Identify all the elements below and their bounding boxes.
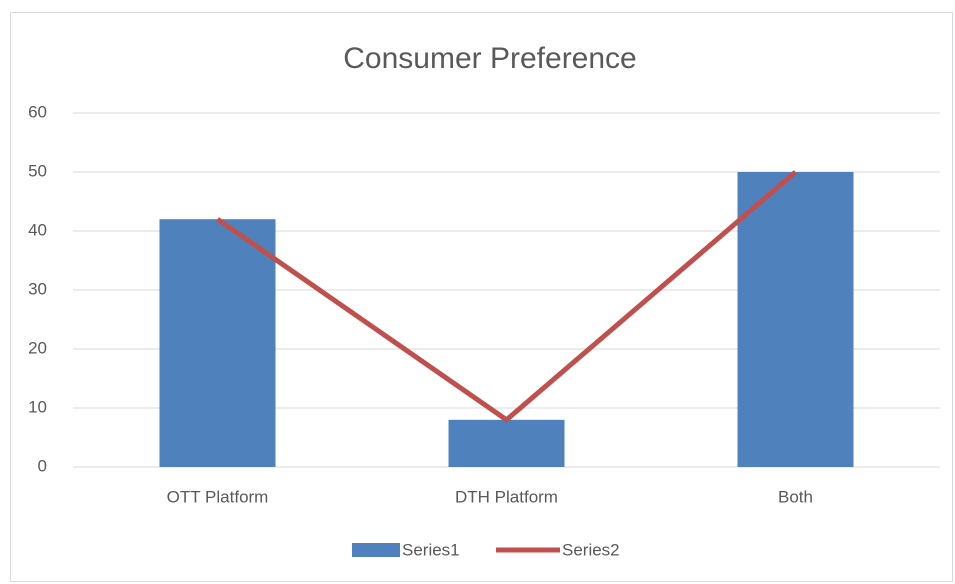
bar [737,172,854,467]
x-tick-label: Both [778,487,813,506]
y-tick-label: 30 [28,279,47,298]
legend-swatch [352,543,400,557]
y-tick-label: 10 [28,397,47,416]
x-tick-label: DTH Platform [455,487,558,506]
y-tick-label: 0 [38,456,47,475]
y-tick-label: 40 [28,220,47,239]
legend-label: Series2 [562,540,620,559]
chart-title: Consumer Preference [343,42,636,75]
y-tick-label: 20 [28,338,47,357]
x-tick-label: OTT Platform [167,487,269,506]
bar [448,419,565,467]
y-tick-label: 50 [28,161,47,180]
legend-label: Series1 [402,540,460,559]
y-tick-label: 60 [28,102,47,121]
bar [159,219,276,467]
line [216,170,798,423]
